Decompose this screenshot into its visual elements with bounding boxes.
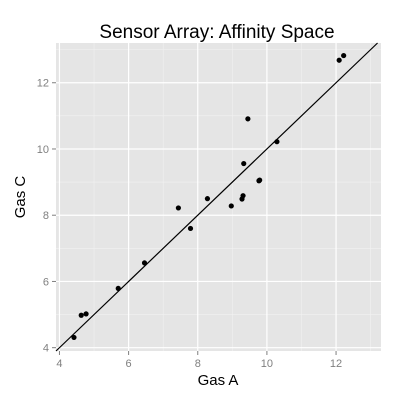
y-tick-label-2: 8 [43, 210, 49, 222]
x-tick-label-0: 4 [56, 358, 62, 370]
data-point-3 [115, 285, 121, 292]
data-point-11 [241, 160, 247, 167]
data-point-14 [257, 177, 263, 183]
y-tick-label-0: 4 [43, 343, 49, 355]
data-point-12 [245, 116, 251, 122]
data-points [71, 52, 347, 341]
data-point-5 [175, 205, 181, 211]
data-point-6 [187, 225, 194, 232]
fit-line [55, 42, 378, 352]
data-point-4 [141, 260, 148, 266]
y-tick-label-1: 6 [43, 276, 49, 288]
grid-lines [56, 43, 381, 351]
y-axis-title: Gas C [12, 176, 29, 219]
data-point-8 [228, 203, 234, 209]
y-tick-label-4: 12 [37, 78, 49, 90]
chart-title: Sensor Array: Affinity Space [99, 22, 334, 43]
data-point-17 [341, 52, 347, 59]
data-point-15 [274, 139, 280, 145]
x-tick-label-4: 12 [330, 358, 342, 370]
axis-ticks: 4 6 8 10 12 4 6 8 10 12 [37, 78, 342, 370]
data-point-16 [336, 57, 342, 63]
data-point-1 [78, 312, 84, 318]
data-point-7 [204, 196, 211, 202]
data-point-10 [240, 193, 246, 199]
x-axis-title: Gas A [198, 372, 239, 389]
y-tick-label-3: 10 [37, 144, 49, 156]
data-point-2 [83, 311, 89, 317]
fit-line-group [55, 42, 378, 352]
x-tick-label-2: 8 [195, 358, 201, 370]
x-tick-label-1: 6 [126, 358, 132, 370]
x-tick-label-3: 10 [261, 358, 273, 370]
data-point-0 [71, 334, 77, 341]
